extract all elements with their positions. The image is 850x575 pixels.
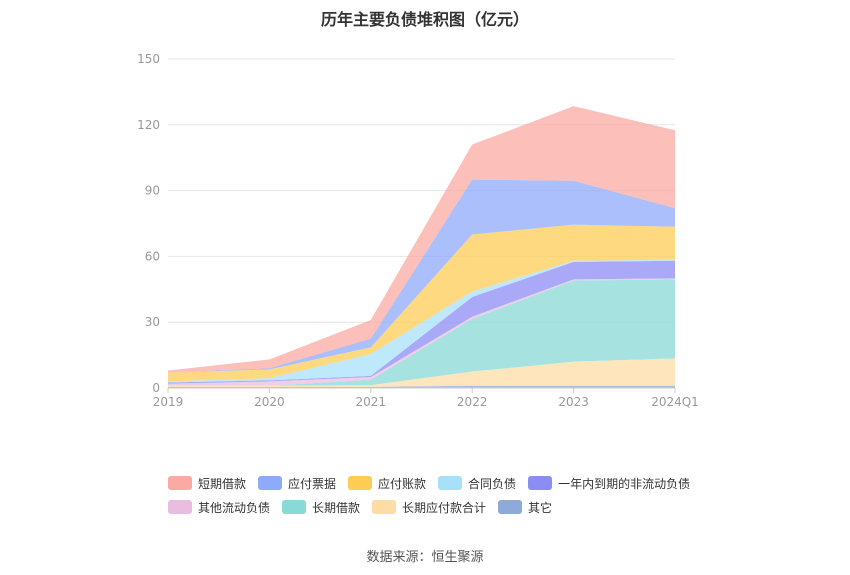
legend-item[interactable]: 长期借款 — [282, 499, 360, 516]
legend-item[interactable]: 应付票据 — [258, 475, 336, 492]
series-area — [168, 358, 675, 387]
legend-swatch-other — [498, 500, 523, 514]
legend-item[interactable]: 其它 — [498, 499, 552, 516]
legend-swatch-current-portion-noncurrent — [528, 476, 553, 490]
series-area — [168, 179, 675, 373]
series-area — [168, 224, 675, 382]
y-tick-label: 90 — [145, 184, 160, 198]
axes: 0 30 60 90 120 150 2019 2020 2021 2022 2023 2024Q1 — [137, 52, 699, 409]
legend-label: 一年内到期的非流动负债 — [558, 476, 691, 491]
series-area — [168, 279, 675, 386]
x-tick-label: 2021 — [356, 395, 387, 409]
legend-label: 长期借款 — [312, 500, 361, 515]
x-tick-label: 2020 — [254, 395, 285, 409]
legend-row-2: 其他流动负债 长期借款 长期应付款合计 其它 — [168, 495, 728, 519]
legend-label: 合同负债 — [468, 476, 517, 491]
y-tick-label: 60 — [145, 249, 160, 263]
legend-item[interactable]: 合同负债 — [438, 475, 516, 492]
legend: 短期借款 应付票据 应付账款 合同负债 一年内到期的非流动负债 其他流动负债 长… — [168, 471, 728, 519]
x-tick-label: 2023 — [558, 395, 589, 409]
area-series — [168, 106, 675, 388]
legend-item[interactable]: 一年内到期的非流动负债 — [528, 475, 690, 492]
legend-swatch-notes-payable — [258, 476, 283, 490]
legend-label: 其它 — [528, 500, 553, 515]
legend-swatch-contract-liabilities — [438, 476, 463, 490]
y-tick-label: 150 — [137, 52, 160, 66]
y-tick-label: 0 — [152, 381, 160, 395]
x-tick-label: 2024Q1 — [651, 395, 699, 409]
x-tick-label: 2019 — [153, 395, 184, 409]
data-source: 数据来源：恒生聚源 — [366, 550, 484, 565]
chart-title: 历年主要负债堆积图（亿元） — [320, 10, 529, 29]
legend-label: 短期借款 — [198, 476, 247, 491]
legend-swatch-short-term-loans — [168, 476, 192, 490]
legend-swatch-accounts-payable — [348, 476, 373, 490]
legend-swatch-long-term-loans — [282, 500, 307, 514]
series-area — [168, 385, 675, 388]
y-tick-label: 120 — [137, 118, 160, 132]
legend-item[interactable]: 长期应付款合计 — [372, 499, 486, 516]
legend-item[interactable]: 其他流动负债 — [168, 499, 270, 516]
legend-label: 其他流动负债 — [198, 500, 271, 515]
y-tick-label: 30 — [145, 315, 160, 329]
series-area — [168, 260, 675, 384]
legend-label: 长期应付款合计 — [402, 500, 487, 515]
legend-item[interactable]: 应付账款 — [348, 475, 426, 492]
series-area — [168, 106, 675, 373]
legend-label: 应付账款 — [378, 476, 427, 491]
legend-label: 应付票据 — [288, 476, 337, 491]
legend-swatch-long-term-payables — [372, 500, 397, 514]
x-tick-label: 2022 — [457, 395, 488, 409]
legend-item[interactable]: 短期借款 — [168, 475, 246, 492]
legend-row-1: 短期借款 应付票据 应付账款 合同负债 一年内到期的非流动负债 — [168, 471, 728, 495]
legend-swatch-other-current-liabilities — [168, 500, 192, 514]
